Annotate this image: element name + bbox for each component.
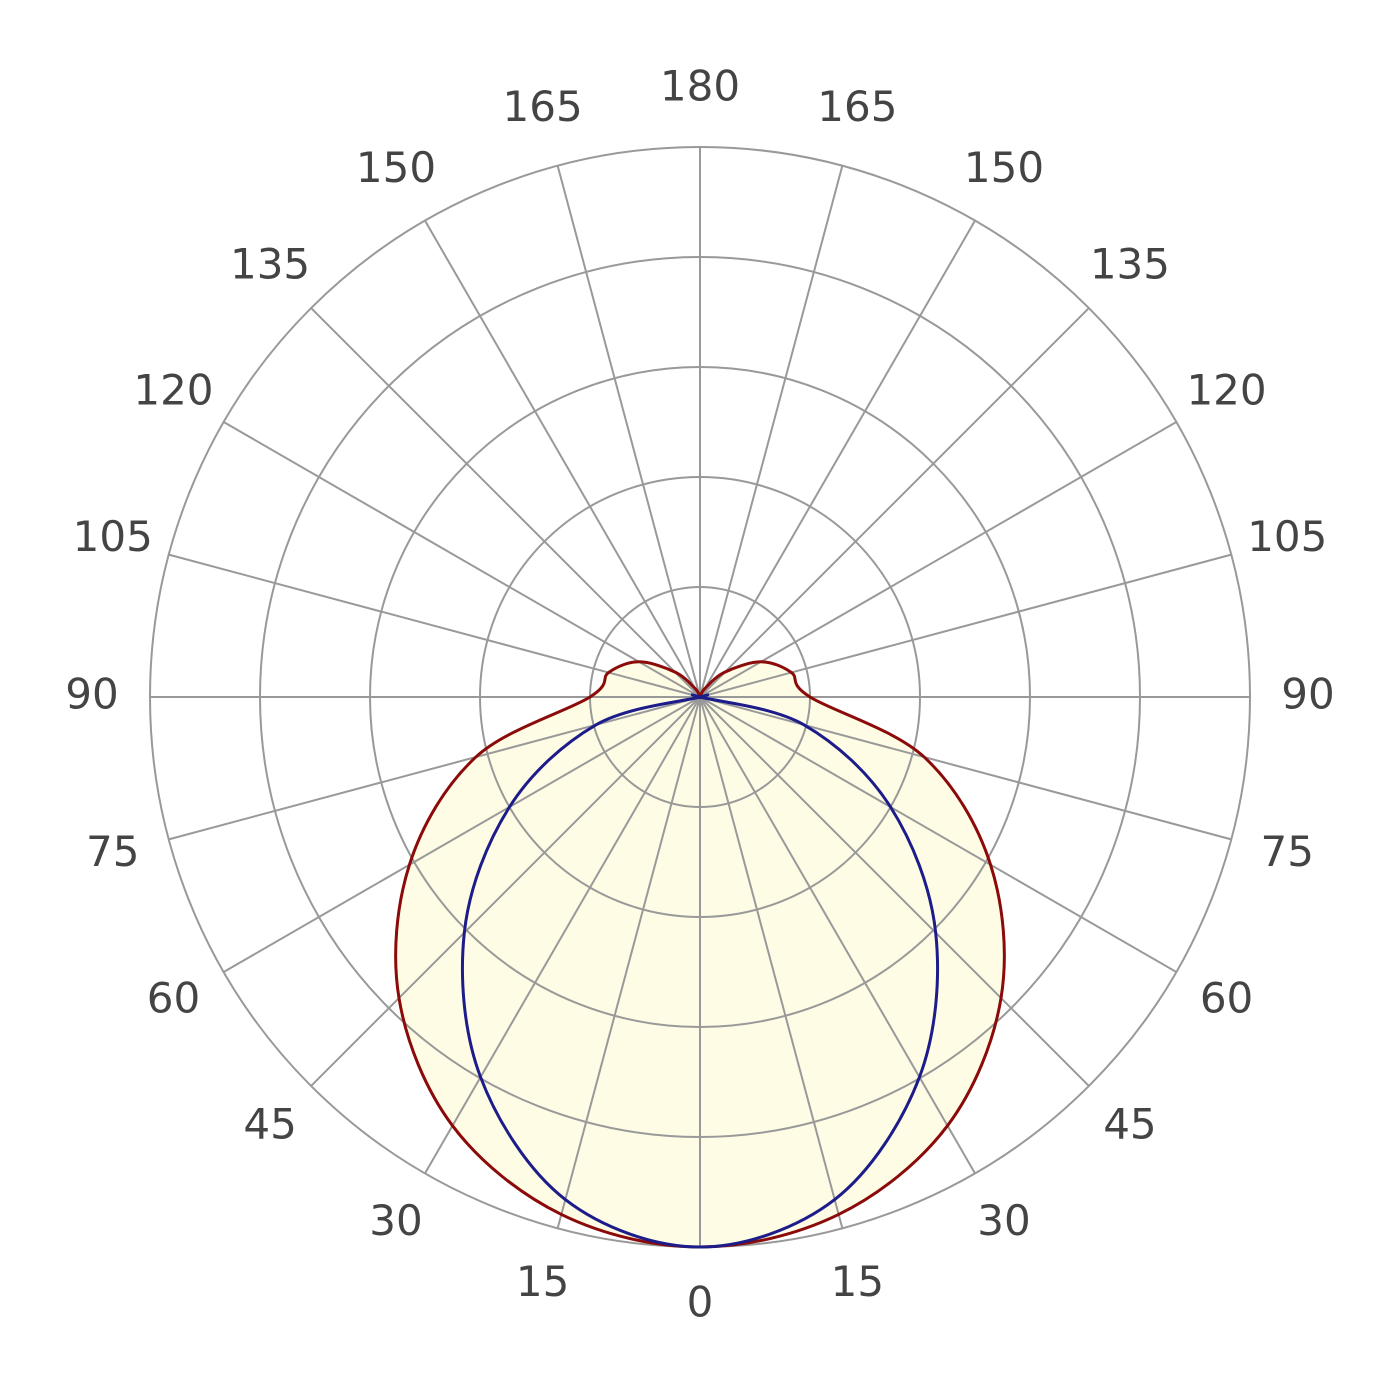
angle-tick-label: 75 bbox=[86, 827, 139, 876]
angle-tick-label: 30 bbox=[369, 1196, 422, 1245]
angle-tick-label: 75 bbox=[1261, 827, 1314, 876]
angle-tick-label: 135 bbox=[230, 240, 310, 289]
angle-tick-label: 105 bbox=[73, 512, 153, 561]
angle-tick-label: 105 bbox=[1247, 512, 1327, 561]
grid-spoke bbox=[223, 696, 701, 973]
angle-tick-label: 15 bbox=[516, 1257, 569, 1306]
grid-spoke bbox=[699, 696, 1177, 973]
angle-tick-label: 0 bbox=[687, 1278, 714, 1327]
grid-spoke bbox=[699, 696, 976, 1174]
grid-spoke bbox=[168, 553, 701, 698]
grid-spoke bbox=[699, 307, 1090, 698]
grid-spoke bbox=[699, 421, 1177, 698]
grid-spoke bbox=[168, 696, 701, 841]
grid-spoke bbox=[424, 220, 701, 698]
angle-tick-label: 180 bbox=[660, 62, 740, 111]
grid-spoke bbox=[310, 307, 701, 698]
angle-tick-label: 15 bbox=[831, 1257, 884, 1306]
grid-spoke bbox=[699, 220, 976, 698]
angle-tick-label: 60 bbox=[147, 974, 200, 1023]
grid-spoke bbox=[556, 696, 701, 1229]
grid-spoke bbox=[699, 165, 844, 698]
angle-tick-label: 45 bbox=[243, 1099, 296, 1148]
angle-tick-label: 150 bbox=[356, 143, 436, 192]
angle-tick-label: 150 bbox=[964, 143, 1044, 192]
angle-tick-label: 45 bbox=[1103, 1099, 1156, 1148]
angle-tick-label: 30 bbox=[977, 1196, 1030, 1245]
grid-spoke bbox=[556, 165, 701, 698]
grid-spoke bbox=[699, 553, 1232, 698]
angle-tick-label: 90 bbox=[65, 670, 118, 719]
grid-spoke bbox=[424, 696, 701, 1174]
angle-tick-label: 135 bbox=[1090, 240, 1170, 289]
angle-tick-label: 120 bbox=[133, 366, 213, 415]
grid-spoke bbox=[223, 421, 701, 698]
series-line bbox=[460, 693, 940, 1249]
grid-spoke bbox=[699, 696, 1090, 1087]
angle-tick-label: 90 bbox=[1281, 670, 1334, 719]
angle-tick-label: 165 bbox=[817, 82, 897, 131]
angle-tick-label: 60 bbox=[1200, 974, 1253, 1023]
grid-spoke bbox=[699, 696, 1232, 841]
grid-spoke bbox=[699, 696, 844, 1229]
angle-tick-label: 165 bbox=[503, 82, 583, 131]
angle-tick-label: 120 bbox=[1186, 366, 1266, 415]
grid-spoke bbox=[310, 696, 701, 1087]
